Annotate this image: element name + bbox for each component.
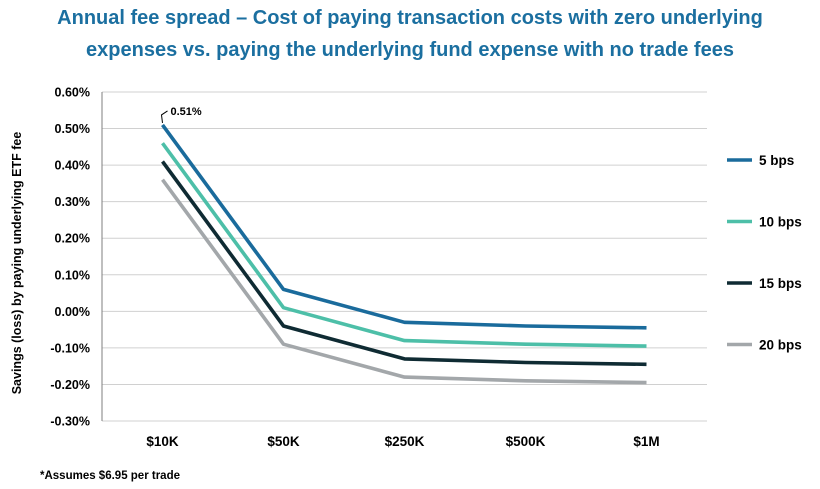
chart-title-line-2: expenses vs. paying the underlying fund … <box>86 39 734 61</box>
x-tick-label: $500K <box>506 434 546 449</box>
x-tick-label: $250K <box>385 434 425 449</box>
series-line-15-bps <box>161 160 647 367</box>
legend-label: 5 bps <box>759 153 794 168</box>
annotations: 0.51% <box>160 106 202 123</box>
annotation-leader-line <box>160 110 168 123</box>
y-tick-label: 0.50% <box>55 122 90 136</box>
series-lines <box>161 123 647 385</box>
annotation-label: 0.51% <box>171 106 202 118</box>
gridlines <box>102 91 707 422</box>
y-tick-label: 0.20% <box>55 232 90 246</box>
series-line-10-bps <box>161 142 647 348</box>
y-tick-label: -0.30% <box>50 415 90 429</box>
legend-label: 15 bps <box>759 276 802 291</box>
y-tick-label: 0.00% <box>55 305 90 319</box>
legend-label: 20 bps <box>759 338 802 353</box>
y-tick-label: 0.30% <box>55 195 90 209</box>
y-tick-label: 0.40% <box>55 159 90 173</box>
legend: 5 bps 10 bps 15 bps 20 bps <box>727 153 802 353</box>
chart-title: Annual fee spread – Cost of paying trans… <box>0 2 820 66</box>
x-tick-label: $50K <box>267 434 300 449</box>
tick-labels: -0.30% -0.20% -0.10% 0.00% 0.10% 0.20% 0.30% 0.… <box>50 86 659 450</box>
y-tick-label: 0.10% <box>55 268 90 282</box>
y-tick-label: -0.10% <box>50 341 90 355</box>
legend-label: 10 bps <box>759 215 802 230</box>
footnote: *Assumes $6.95 per trade <box>40 470 180 482</box>
y-tick-label: -0.20% <box>50 378 90 392</box>
x-tick-label: $1M <box>633 434 659 449</box>
y-tick-label: 0.60% <box>55 86 90 100</box>
series-line-5-bps <box>161 123 647 330</box>
y-axis-label: Savings (loss) by paying underlying ETF … <box>10 132 24 395</box>
series-line-20-bps <box>161 178 647 385</box>
x-tick-label: $10K <box>146 434 179 449</box>
chart-title-line-1: Annual fee spread – Cost of paying trans… <box>57 7 763 29</box>
